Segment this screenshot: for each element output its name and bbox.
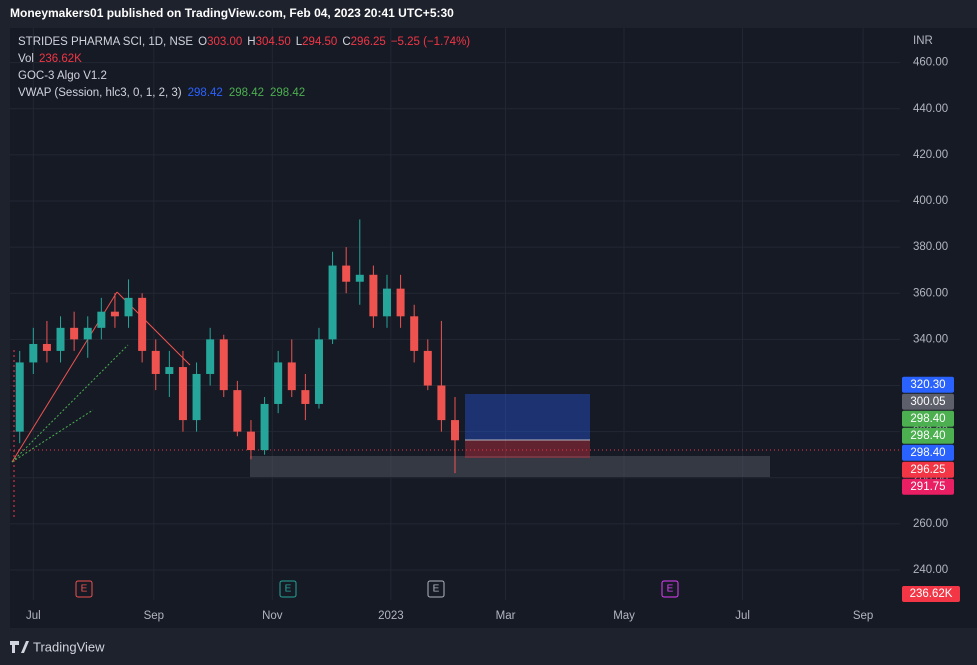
candle-body xyxy=(15,362,24,432)
y-tick-label: 360.00 xyxy=(913,287,948,299)
candle-body xyxy=(97,311,106,328)
candle-body xyxy=(70,327,79,340)
x-tick-label: 2023 xyxy=(378,610,404,622)
price-tag xyxy=(902,444,954,461)
legend-algo: GOC-3 Algo V1.2 xyxy=(18,70,107,82)
price-tag-label: 300.05 xyxy=(910,396,945,408)
candle-body xyxy=(110,311,119,317)
x-tick-label: Jul xyxy=(735,610,750,622)
candle-body xyxy=(328,265,337,340)
y-tick-label: 440.00 xyxy=(913,103,948,115)
price-axis xyxy=(900,28,977,600)
y-tick-label: 340.00 xyxy=(913,333,948,345)
candle-body xyxy=(274,362,283,404)
price-tag xyxy=(902,478,954,495)
price-tag-label: 298.40 xyxy=(910,447,945,459)
candle-body xyxy=(138,297,147,351)
price-tag xyxy=(902,393,954,410)
trend-line xyxy=(11,409,94,463)
candle-body xyxy=(410,316,419,351)
candle-body xyxy=(192,373,201,421)
candle-body xyxy=(56,327,65,351)
candle-body xyxy=(301,390,310,404)
candle-body xyxy=(423,350,432,386)
event-label: E xyxy=(285,584,292,595)
x-tick-label: May xyxy=(613,610,635,622)
candle-body xyxy=(396,288,405,317)
price-tag xyxy=(902,427,954,444)
y-tick-label: 460.00 xyxy=(913,57,948,69)
event-marker xyxy=(279,580,297,598)
price-tag-label: 298.40 xyxy=(910,413,945,425)
event-label: E xyxy=(81,584,88,595)
candle-body xyxy=(151,350,160,374)
y-tick-label: 260.00 xyxy=(913,518,948,530)
candle-body xyxy=(246,431,255,451)
price-tag-label: 298.40 xyxy=(910,430,945,442)
price-tag xyxy=(902,410,954,427)
candle-body xyxy=(178,367,187,421)
price-tag-label: 291.75 xyxy=(910,481,945,493)
candle-body xyxy=(314,339,323,404)
y-tick-label: 400.00 xyxy=(913,195,948,207)
candle-body xyxy=(369,274,378,317)
candle-body xyxy=(451,420,459,441)
y-tick-label: 380.00 xyxy=(913,241,948,253)
event-label: E xyxy=(667,584,674,595)
candle-body xyxy=(260,403,269,451)
candle-body xyxy=(233,390,242,432)
x-tick-label: Mar xyxy=(496,610,516,622)
chart-panel xyxy=(10,28,977,628)
x-tick-label: Sep xyxy=(853,610,873,622)
stop-box xyxy=(465,440,590,458)
candle-body xyxy=(29,343,38,363)
price-tag-label: 296.25 xyxy=(910,464,945,476)
candle-body xyxy=(124,297,133,317)
footer xyxy=(0,630,977,665)
x-tick-label: Sep xyxy=(144,610,164,622)
price-tag xyxy=(902,376,954,393)
candle-body xyxy=(83,327,92,340)
brand: TradingView xyxy=(33,639,105,654)
candle-body xyxy=(382,288,391,317)
legend-symbol: STRIDES PHARMA SCI, 1D, NSE O303.00 H304.5… xyxy=(18,36,470,48)
candle-body xyxy=(355,274,364,282)
candle-body xyxy=(342,265,351,282)
zone xyxy=(250,456,770,477)
published-line: Moneymakers01 published on TradingView.c… xyxy=(10,6,454,20)
trend-line xyxy=(11,344,129,463)
candle-body xyxy=(219,339,228,391)
y-tick-label: 420.00 xyxy=(913,149,948,161)
candle-body xyxy=(42,343,51,351)
event-marker xyxy=(661,580,679,598)
x-tick-label: Nov xyxy=(262,610,283,622)
logo xyxy=(10,641,29,653)
event-marker xyxy=(427,580,445,598)
candle-body xyxy=(165,367,174,374)
axis-unit: INR xyxy=(913,35,933,47)
event-marker xyxy=(75,580,93,598)
y-tick-label: 240.00 xyxy=(913,564,948,576)
legend-volume: Vol 236.62K xyxy=(18,53,82,65)
candle-body xyxy=(437,385,446,421)
target-box xyxy=(465,394,590,440)
event-label: E xyxy=(433,584,440,595)
x-tick-label: Jul xyxy=(26,610,41,622)
legend-vwap: VWAP (Session, hlc3, 0, 1, 2, 3) 298.42 29… xyxy=(18,87,305,99)
candle-body xyxy=(287,362,296,391)
volume-tag-label: 236.62K xyxy=(910,588,953,600)
candle-body xyxy=(206,339,215,374)
volume-tag xyxy=(902,586,960,602)
price-tag xyxy=(902,461,954,478)
price-tag-label: 320.30 xyxy=(910,379,945,391)
